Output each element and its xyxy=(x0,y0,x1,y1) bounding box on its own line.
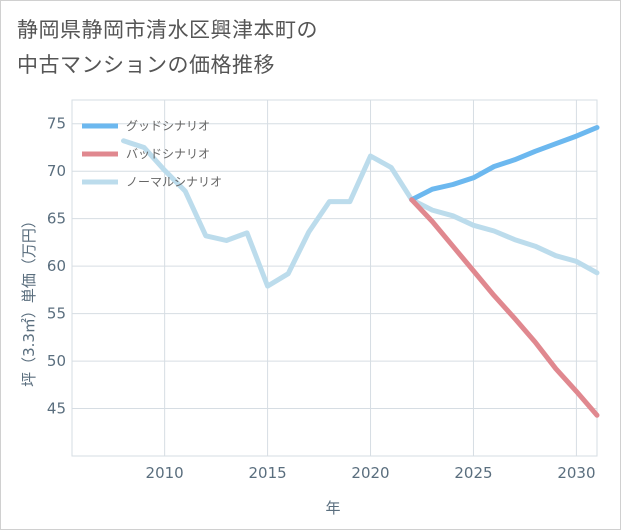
y-tick-label: 75 xyxy=(47,115,66,133)
series-line-good xyxy=(409,125,600,203)
series-line-normal xyxy=(121,138,600,289)
x-tick-label: 2010 xyxy=(146,464,184,482)
x-tick-label: 2025 xyxy=(454,464,492,482)
y-axis-label: 坪（3.3㎡）単価（万円） xyxy=(20,213,38,387)
legend-label-bad: バッドシナリオ xyxy=(126,147,210,161)
legend-item-bad[interactable]: バッドシナリオ xyxy=(82,147,210,161)
y-tick-label: 60 xyxy=(47,257,66,275)
x-tick-label: 2030 xyxy=(557,464,595,482)
y-tick-label: 50 xyxy=(47,352,66,370)
plot-frame xyxy=(71,99,598,457)
x-axis-label: 年 xyxy=(325,499,340,517)
series-line-bad xyxy=(409,197,600,418)
y-tick-label: 45 xyxy=(47,400,66,418)
y-tick-label: 65 xyxy=(47,210,66,228)
legend-item-good[interactable]: グッドシナリオ xyxy=(82,119,210,133)
y-tick-label: 55 xyxy=(47,305,66,323)
series-lines xyxy=(121,125,600,418)
y-tick-labels: 45 50 55 60 65 70 75 xyxy=(47,115,66,418)
y-tick-label: 70 xyxy=(47,162,66,180)
x-tick-labels: 2010 2015 2020 2025 2030 xyxy=(146,464,596,482)
x-tick-label: 2015 xyxy=(248,464,286,482)
x-tick-label: 2020 xyxy=(351,464,389,482)
legend-label-good: グッドシナリオ xyxy=(126,119,210,133)
chart-title: 静岡県静岡市清水区興津本町の 中古マンションの価格推移 xyxy=(17,13,607,83)
chart-title-line-1: 静岡県静岡市清水区興津本町の xyxy=(17,18,318,42)
grid xyxy=(71,99,598,457)
chart-title-line-2: 中古マンションの価格推移 xyxy=(17,53,275,77)
legend-item-normal[interactable]: ノーマルシナリオ xyxy=(82,175,222,189)
legend-label-normal: ノーマルシナリオ xyxy=(126,175,222,189)
